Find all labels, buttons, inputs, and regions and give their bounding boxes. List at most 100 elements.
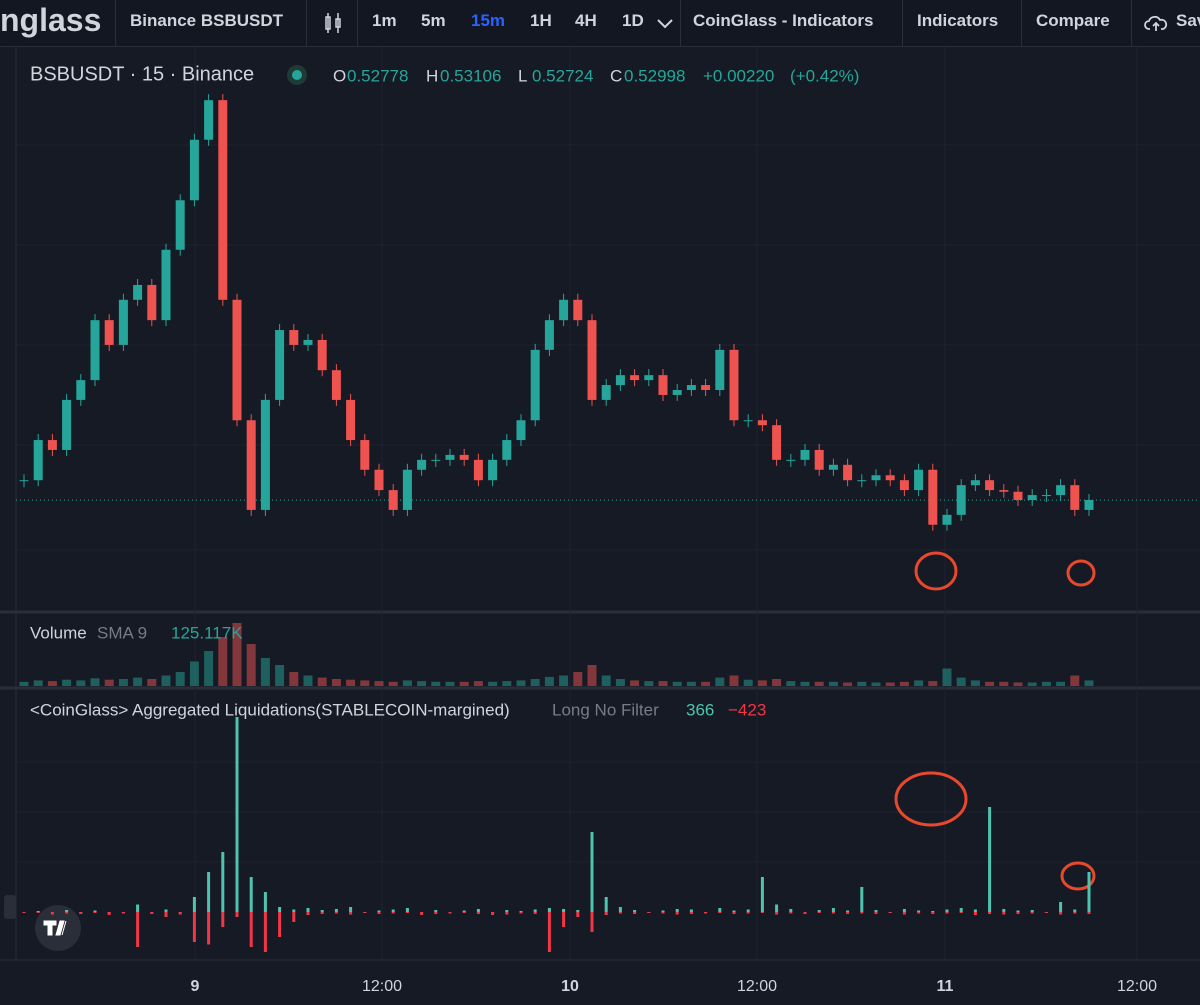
chart: 9 12:00 10 12:00 11 12:00 BSBUSDT · 15 · Binan… xyxy=(0,47,1200,1005)
candle xyxy=(885,475,895,481)
liquidation-bar xyxy=(363,912,367,913)
candle xyxy=(459,454,469,460)
liquidation-bar xyxy=(846,912,850,914)
liquidation-bar xyxy=(945,912,949,914)
volume-title: Volume xyxy=(30,623,87,642)
liquidation-bar xyxy=(973,912,977,915)
candle xyxy=(204,100,214,140)
candle xyxy=(417,459,427,470)
candle xyxy=(828,464,838,470)
liquidation-bar xyxy=(817,910,821,912)
liquidation-bar xyxy=(121,912,125,914)
volume-bar xyxy=(459,681,469,686)
save-icon[interactable] xyxy=(1144,13,1168,33)
symbol[interactable]: Binance BSBUSDT xyxy=(130,11,284,30)
liquidation-bar xyxy=(136,904,140,912)
candle xyxy=(147,284,157,321)
candle xyxy=(388,490,398,510)
ohlc-value: 0.52998 xyxy=(624,66,685,85)
liquidation-bar xyxy=(675,912,679,915)
toolbar-item[interactable]: 4H xyxy=(575,11,597,30)
volume-bar xyxy=(701,681,711,686)
ohlc-value: 0.52778 xyxy=(347,66,408,85)
candle xyxy=(175,200,185,250)
candle xyxy=(772,425,782,460)
candle xyxy=(800,449,810,460)
volume-bar xyxy=(672,681,682,686)
volume-bar xyxy=(303,675,313,686)
x-tick-label: 9 xyxy=(191,978,200,995)
volume-bar xyxy=(488,681,498,686)
candle xyxy=(559,299,569,321)
toolbar-item[interactable]: 1D xyxy=(622,11,644,30)
candle xyxy=(942,514,952,525)
candle xyxy=(516,420,526,441)
liquidation-bar xyxy=(661,910,665,912)
liquidation-bar xyxy=(562,909,566,912)
liquidation-bar xyxy=(65,910,69,912)
liquidation-bar xyxy=(434,910,438,912)
candle xyxy=(232,299,242,421)
toolbar-item[interactable]: CoinGlass - Indicators xyxy=(693,11,874,30)
liquidation-bar xyxy=(831,912,835,914)
toolbar-item[interactable]: Compare xyxy=(1036,11,1110,30)
volume-bar xyxy=(317,677,327,686)
liquidation-bar xyxy=(789,912,793,914)
liquidation-bar xyxy=(391,912,395,914)
volume-bar xyxy=(1041,681,1051,686)
volume-bar xyxy=(999,681,1009,686)
volume-bar xyxy=(33,680,43,686)
candle xyxy=(104,320,114,345)
volume-bar xyxy=(232,623,242,686)
volume-bar xyxy=(1013,682,1023,686)
liquidation-bar xyxy=(391,909,395,912)
liquidation-bar xyxy=(263,912,267,952)
candle xyxy=(33,440,43,481)
candle xyxy=(1084,500,1094,510)
liquidation-bar xyxy=(689,909,693,912)
liquidation-bar xyxy=(973,909,977,912)
volume-bar xyxy=(90,678,100,686)
liquidation-bar xyxy=(988,912,992,914)
candle-icon[interactable] xyxy=(323,11,343,35)
chevron[interactable] xyxy=(656,18,674,30)
liquidation-bar xyxy=(505,910,509,912)
liquidation-bar xyxy=(462,910,466,912)
liquidation-bar xyxy=(221,852,225,912)
toolbar-item[interactable]: Indicators xyxy=(917,11,999,30)
liquidation-bar xyxy=(533,912,537,914)
liquidation-bar xyxy=(817,912,821,913)
liquidation-bar xyxy=(633,912,637,914)
liquidation-bar xyxy=(1016,912,1020,914)
candle xyxy=(644,375,654,381)
liquidation-bar xyxy=(888,912,892,913)
volume-bar xyxy=(360,680,370,686)
toolbar-item[interactable]: 5m xyxy=(421,11,446,30)
liquidation-bar xyxy=(931,911,935,912)
volume-bar xyxy=(502,681,512,686)
toolbar-item[interactable]: 1H xyxy=(530,11,552,30)
candle xyxy=(672,390,682,395)
liquidation-bar xyxy=(50,912,54,915)
liquidation-bar xyxy=(917,912,921,914)
candle xyxy=(189,139,199,201)
volume-bar xyxy=(871,682,881,686)
volume-bar xyxy=(559,675,569,686)
volume-bar xyxy=(346,679,356,686)
volume-bar xyxy=(658,681,668,686)
candle xyxy=(402,469,412,510)
toolbar-item[interactable]: 1m xyxy=(372,11,397,30)
candle xyxy=(743,420,753,422)
ohlc-key: H xyxy=(426,66,438,85)
liquidation-bar xyxy=(420,912,424,915)
liquidation-bar xyxy=(349,907,353,912)
liquidation-bar xyxy=(604,897,608,912)
candle xyxy=(928,469,938,525)
liquidation-bar xyxy=(334,912,338,914)
liquidation-bar xyxy=(618,912,622,914)
liquidation-bar xyxy=(831,908,835,912)
toolbar-item[interactable]: 15m xyxy=(471,11,506,30)
toolbar-item[interactable]: Sav xyxy=(1176,11,1200,30)
candle xyxy=(346,399,356,441)
candle xyxy=(275,330,285,400)
